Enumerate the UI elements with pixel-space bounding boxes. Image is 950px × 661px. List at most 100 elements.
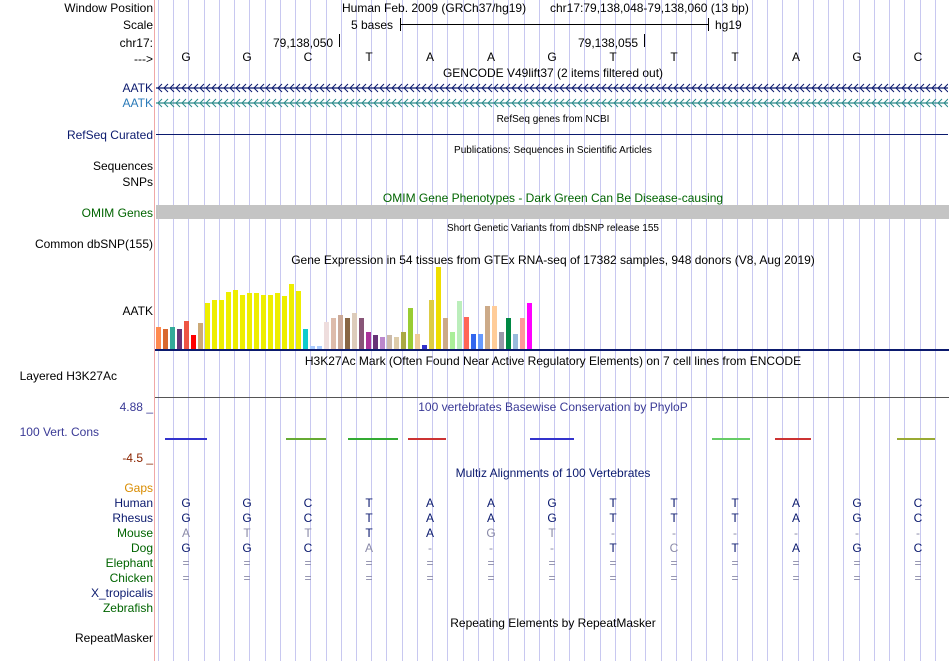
dbsnp-title[interactable]: Short Genetic Variants from dbSNP releas…	[447, 223, 659, 234]
gtex-tissue-bar[interactable]	[310, 346, 315, 349]
gtex-tissue-bar[interactable]	[170, 327, 175, 349]
gtex-tissue-bar[interactable]	[275, 293, 280, 349]
repeatmasker-title[interactable]: Repeating Elements by RepeatMasker	[450, 616, 656, 630]
gtex-tissue-bar[interactable]	[184, 321, 189, 349]
species-label[interactable]: Rhesus	[112, 511, 153, 525]
gtex-tissue-bar[interactable]	[408, 308, 413, 349]
gtex-tissue-bar[interactable]	[366, 332, 371, 349]
gtex-tissue-bar[interactable]	[247, 293, 252, 349]
phylop-min-label: -4.5 _	[122, 451, 153, 465]
repeatmasker-label[interactable]: RepeatMasker	[74, 631, 153, 645]
gtex-tissue-bar[interactable]	[212, 300, 217, 349]
multiz-title[interactable]: Multiz Alignments of 100 Vertebrates	[455, 466, 651, 480]
gtex-tissue-bar[interactable]	[254, 293, 259, 349]
gtex-tissue-bar[interactable]	[450, 332, 455, 349]
gtex-tissue-bar[interactable]	[233, 290, 238, 349]
gtex-chart[interactable]	[155, 262, 950, 351]
species-label[interactable]: Dog	[130, 541, 153, 555]
phylop-title[interactable]: 100 vertebrates Basewise Conservation by…	[418, 400, 688, 414]
strand-chevron	[265, 98, 271, 108]
species-label[interactable]: Human	[114, 496, 153, 510]
strand-chevron	[409, 98, 415, 108]
gencode-gene2-label[interactable]: AATK	[122, 96, 153, 110]
gtex-tissue-bar[interactable]	[359, 318, 364, 349]
species-label[interactable]: Mouse	[116, 526, 153, 540]
omim-feature[interactable]	[156, 205, 949, 219]
gtex-tissue-bar[interactable]	[191, 335, 196, 349]
gtex-tissue-bar[interactable]	[478, 334, 483, 349]
gtex-tissue-bar[interactable]	[513, 334, 518, 349]
strand-chevron	[511, 98, 517, 108]
dbsnp-label[interactable]: Common dbSNP(155)	[34, 237, 153, 251]
gtex-tissue-bar[interactable]	[226, 292, 231, 349]
gtex-tissue-bar[interactable]	[415, 334, 420, 349]
sequences-label[interactable]: Sequences	[92, 159, 153, 173]
gtex-tissue-bar[interactable]	[282, 296, 287, 349]
gtex-gene-label[interactable]: AATK	[122, 304, 153, 318]
gencode-gene1-label[interactable]: AATK	[122, 81, 153, 95]
species-label[interactable]: Zebrafish	[102, 601, 153, 615]
gencode-title[interactable]: GENCODE V49lift37 (2 items filtered out)	[442, 66, 664, 80]
gtex-tissue-bar[interactable]	[352, 313, 357, 349]
gtex-tissue-bar[interactable]	[520, 318, 525, 349]
gtex-tissue-bar[interactable]	[443, 318, 448, 349]
refseq-label[interactable]: RefSeq Curated	[66, 128, 153, 142]
gtex-tissue-bar[interactable]	[506, 318, 511, 349]
gencode-gene1-strand[interactable]	[156, 81, 948, 95]
omim-title[interactable]: OMIM Gene Phenotypes - Dark Green Can Be…	[382, 191, 724, 205]
gtex-tissue-bar[interactable]	[198, 323, 203, 349]
gtex-tissue-bar[interactable]	[429, 300, 434, 349]
ruler-base: C	[913, 50, 923, 64]
gtex-tissue-bar[interactable]	[219, 300, 224, 349]
gtex-tissue-bar[interactable]	[485, 306, 490, 349]
gtex-tissue-bar[interactable]	[205, 303, 210, 349]
snps-label[interactable]: SNPs	[122, 175, 153, 189]
gtex-tissue-bar[interactable]	[492, 306, 497, 349]
gtex-tissue-bar[interactable]	[345, 318, 350, 349]
gtex-tissue-bar[interactable]	[471, 334, 476, 349]
gtex-tissue-bar[interactable]	[338, 315, 343, 349]
phylop-label[interactable]: 100 Vert. Cons	[19, 425, 99, 439]
gtex-tissue-bar[interactable]	[163, 329, 168, 349]
publications-title[interactable]: Publications: Sequences in Scientific Ar…	[454, 145, 652, 156]
gtex-tissue-bar[interactable]	[436, 267, 441, 349]
species-label[interactable]: Elephant	[105, 556, 153, 570]
gtex-tissue-bar[interactable]	[401, 332, 406, 349]
alignment-base: T	[365, 526, 373, 540]
omim-label[interactable]: OMIM Genes	[81, 206, 153, 220]
gtex-tissue-bar[interactable]	[303, 329, 308, 349]
gtex-tissue-bar[interactable]	[156, 327, 161, 349]
gtex-tissue-bar[interactable]	[527, 303, 532, 349]
refseq-title[interactable]: RefSeq genes from NCBI	[496, 114, 610, 125]
gtex-tissue-bar[interactable]	[380, 337, 385, 349]
refseq-gene-line[interactable]	[156, 134, 948, 135]
species-label[interactable]: X_tropicalis	[90, 586, 153, 600]
gtex-tissue-bar[interactable]	[324, 322, 329, 349]
gtex-tissue-bar[interactable]	[296, 291, 301, 349]
strand-chevron	[397, 98, 403, 108]
h3k27ac-label[interactable]: Layered H3K27Ac	[19, 369, 117, 383]
coord-right-tick	[644, 34, 645, 47]
gtex-tissue-bar[interactable]	[499, 332, 504, 349]
gtex-tissue-bar[interactable]	[317, 346, 322, 349]
alignment-base: -	[428, 541, 432, 555]
strand-chevron	[439, 98, 445, 108]
gtex-tissue-bar[interactable]	[464, 317, 469, 349]
gtex-tissue-bar[interactable]	[268, 295, 273, 349]
gtex-title[interactable]: Gene Expression in 54 tissues from GTEx …	[291, 253, 815, 267]
h3k27ac-title[interactable]: H3K27Ac Mark (Often Found Near Active Re…	[304, 354, 802, 368]
gtex-tissue-bar[interactable]	[261, 295, 266, 349]
gtex-tissue-bar[interactable]	[422, 345, 427, 349]
species-label[interactable]: Chicken	[109, 571, 153, 585]
strand-chevron	[691, 98, 697, 108]
gtex-tissue-bar[interactable]	[240, 295, 245, 349]
gencode-gene2-strand[interactable]	[156, 96, 948, 110]
gtex-tissue-bar[interactable]	[289, 284, 294, 349]
gtex-tissue-bar[interactable]	[387, 335, 392, 349]
strand-chevron	[517, 83, 523, 93]
gtex-tissue-bar[interactable]	[457, 301, 462, 349]
gtex-tissue-bar[interactable]	[331, 318, 336, 349]
gtex-tissue-bar[interactable]	[177, 329, 182, 349]
gtex-tissue-bar[interactable]	[373, 335, 378, 349]
gtex-tissue-bar[interactable]	[394, 337, 399, 349]
